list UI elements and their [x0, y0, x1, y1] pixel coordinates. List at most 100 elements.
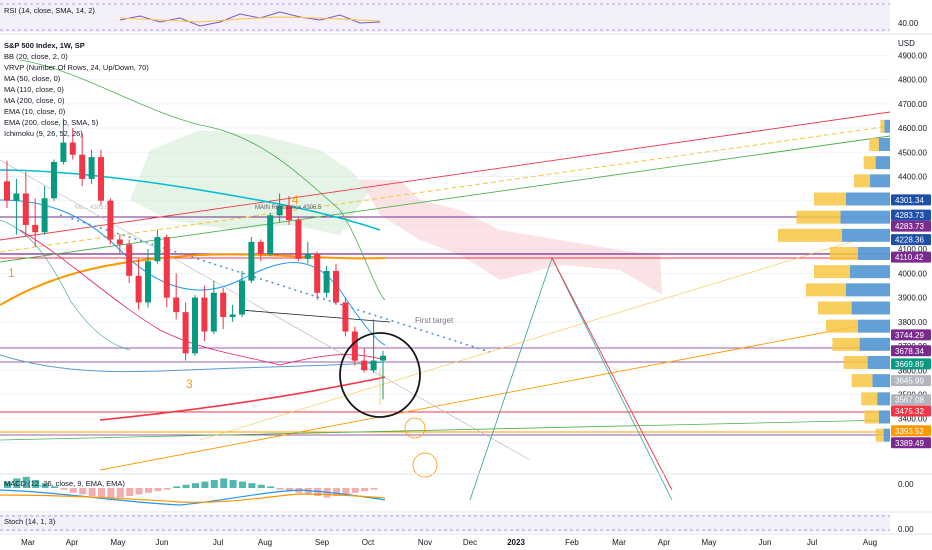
ma-50-line — [0, 169, 381, 231]
vp-up-bar — [832, 337, 860, 351]
indicator-legend: S&P 500 Index, 1W, SP BB (20, close, 2, … — [4, 40, 149, 139]
target-circle-1 — [404, 417, 426, 439]
price-tag-label: 4283.73 — [895, 222, 924, 231]
price-tag-bg — [891, 329, 931, 341]
legend-item-ma110[interactable]: MA (110, close, 0) — [4, 85, 64, 94]
macd-bar — [98, 488, 105, 498]
legend-item-ema200[interactable]: EMA (200, close, 0, SMA, 5) — [4, 118, 99, 127]
price-tag-label: 4301.34 — [895, 196, 924, 205]
macd-bar — [32, 480, 40, 488]
price-tag: 4283.73 — [891, 220, 931, 232]
candle — [145, 249, 151, 308]
vp-up-bar — [854, 174, 870, 188]
candle — [333, 263, 339, 305]
macd-bar — [126, 488, 134, 496]
price-grid — [0, 54, 890, 444]
candle-body — [22, 193, 29, 225]
vp-up-bar — [778, 228, 842, 242]
candle — [69, 128, 76, 160]
x-tick-label: May — [701, 538, 716, 547]
x-tick-label: Aug — [863, 538, 877, 547]
candle — [192, 295, 198, 356]
price-tag-bg — [891, 194, 931, 206]
x-tick-label: Mar — [612, 538, 626, 547]
time-axis[interactable]: Mar Apr May Jun Jul Aug Sep Oct Nov Dec 2023 Feb Mar… — [21, 538, 877, 547]
bb-upper-line — [19, 59, 386, 301]
legend-item-ma50[interactable]: MA (50, close, 0) — [4, 74, 61, 83]
candle-body — [173, 297, 180, 313]
main-resistance-label: MAIN Resistance 4306.5 — [255, 205, 322, 211]
legend-item-vrvp[interactable]: VRVP (Number Of Rows, 24, Up/Down, 70) — [4, 63, 149, 72]
ichimoku-red-cloud — [360, 180, 662, 295]
candle-body — [13, 193, 20, 201]
candle — [342, 297, 349, 337]
macd-bar — [69, 488, 77, 493]
candle — [60, 118, 67, 165]
candle-body — [351, 331, 358, 361]
macd-bar — [210, 480, 218, 488]
candle — [380, 350, 386, 400]
price-tag: 3389.49 — [891, 437, 931, 449]
vp-down-bar — [872, 374, 890, 388]
vp-down-bar — [859, 337, 890, 351]
macd-bar — [370, 488, 378, 490]
vp-up-bar — [869, 138, 879, 151]
macd-bar — [229, 480, 237, 488]
candle-body — [267, 215, 274, 254]
vp-down-bar — [875, 156, 890, 170]
price-axis[interactable]: 3300.003400.003500.003600.003700.003800.… — [898, 51, 927, 448]
volume-profile — [778, 119, 890, 442]
price-tag: 3669.89 — [891, 358, 931, 370]
candle-body — [361, 360, 368, 371]
candle — [79, 132, 86, 187]
candle-body — [333, 270, 339, 303]
vp-up-bar — [861, 392, 878, 406]
candle-body — [239, 280, 245, 315]
stoch-pane: 0.00 — [0, 514, 914, 534]
trendline-yellow-thin — [199, 229, 891, 441]
legend-item-ema10[interactable]: EMA (10, close, 0) — [4, 107, 66, 116]
currency-label: USD — [898, 39, 915, 48]
candle — [182, 302, 189, 361]
macd-bar — [257, 484, 265, 488]
candle — [314, 251, 321, 301]
macd-bar — [4, 481, 11, 488]
price-tag-label: 4110.42 — [895, 253, 924, 262]
macd-line — [0, 489, 386, 506]
candle — [370, 319, 377, 373]
candle — [229, 304, 236, 322]
candle — [13, 178, 20, 235]
macd-bar — [248, 483, 256, 488]
candle-body — [380, 355, 386, 361]
macd-pane: 0.00 — [0, 476, 914, 506]
x-tick-label: 2023 — [507, 538, 525, 547]
candle-body — [88, 157, 95, 179]
x-tick-label: Apr — [66, 538, 79, 547]
first-target-label: First target — [415, 316, 454, 325]
price-tag-label: 3567.08 — [895, 396, 924, 405]
candle — [210, 280, 217, 334]
candle — [351, 326, 358, 366]
vp-up-bar — [826, 319, 858, 333]
x-tick-label: Dec — [463, 538, 477, 547]
candle — [201, 285, 208, 342]
vp-up-bar — [830, 247, 858, 260]
legend-item-ma200[interactable]: MA (200, close, 0) — [4, 96, 65, 105]
legend-item-ichimoku[interactable]: Ichimoku (9, 26, 52, 26) — [4, 129, 83, 138]
candle — [295, 217, 302, 262]
price-tag-bg — [891, 209, 931, 221]
legend-item-bb[interactable]: BB (20, close, 2, 0) — [4, 52, 68, 61]
price-tag: 4228.36 — [891, 234, 931, 246]
macd-axis-value: 0.00 — [898, 480, 914, 489]
price-tag-bg — [891, 405, 931, 417]
candle — [32, 198, 39, 247]
macd-bar — [60, 488, 68, 490]
candle — [116, 234, 123, 254]
candle — [154, 229, 161, 264]
vp-up-bar — [814, 265, 850, 279]
candle — [248, 237, 255, 284]
vp-up-bar — [796, 210, 841, 224]
ema-200-line — [0, 354, 386, 373]
vp-down-bar — [878, 410, 890, 424]
